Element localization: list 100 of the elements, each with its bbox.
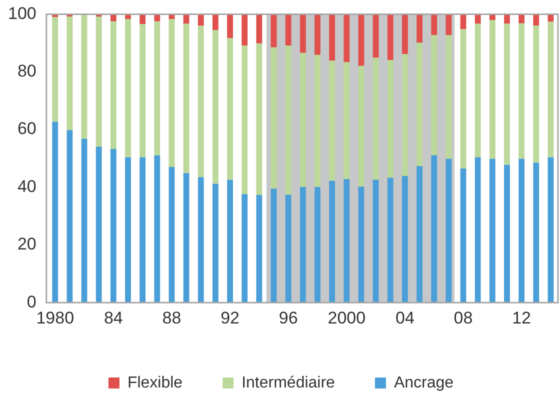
bar: [314, 186, 320, 303]
bar: [270, 188, 277, 303]
bar: [300, 14, 306, 53]
x-tick-label: 88: [162, 308, 182, 328]
bar: [66, 130, 73, 303]
bar: [198, 26, 204, 178]
bar: [504, 14, 510, 24]
bar: [344, 14, 350, 62]
bar: [533, 14, 540, 26]
bar: [504, 164, 510, 303]
bar: [154, 14, 160, 22]
bar: [431, 34, 438, 156]
bar: [140, 157, 146, 303]
bar: [329, 60, 336, 181]
bar: [344, 179, 350, 303]
bar: [533, 25, 540, 163]
bar: [431, 155, 438, 303]
bar: [474, 157, 481, 303]
bar: [431, 14, 438, 35]
bar: [270, 14, 277, 48]
bar: [96, 16, 102, 147]
bar: [242, 194, 248, 303]
y-tick-label: 80: [17, 62, 36, 81]
bar: [329, 180, 336, 303]
bar: [300, 52, 306, 187]
bar: [154, 21, 160, 156]
bar: [81, 138, 88, 303]
bar: [402, 54, 408, 176]
legend-label: Intermédiaire: [242, 374, 336, 392]
bar: [416, 166, 422, 303]
bar: [344, 62, 350, 180]
bar: [518, 14, 525, 24]
bar: [358, 66, 364, 187]
bar: [533, 162, 540, 303]
bar: [548, 22, 554, 158]
bar: [300, 186, 306, 303]
bar: [96, 146, 102, 303]
bar: [227, 180, 233, 303]
bar: [504, 24, 510, 165]
bar: [154, 155, 160, 303]
y-tick-label: 100: [8, 4, 36, 23]
bar: [212, 30, 218, 184]
bar: [358, 186, 364, 303]
bar: [460, 29, 466, 168]
bar: [256, 43, 262, 196]
bar: [518, 23, 525, 159]
bar: [387, 14, 394, 60]
bar: [52, 122, 58, 303]
bar: [548, 157, 554, 303]
x-tick-label: 08: [454, 308, 473, 328]
y-tick-label: 40: [17, 176, 36, 196]
bar: [416, 42, 422, 166]
bar: [387, 60, 394, 178]
bar: [372, 58, 379, 180]
bar: [212, 14, 218, 30]
bar: [212, 184, 218, 303]
bar: [372, 14, 379, 58]
bar: [242, 46, 248, 194]
bar: [81, 14, 88, 139]
y-tick-label: 60: [17, 119, 36, 138]
x-tick-label: 84: [104, 308, 123, 328]
bar: [402, 14, 408, 54]
bar: [285, 14, 292, 46]
bar: [183, 173, 190, 303]
bar: [474, 24, 481, 158]
y-tick-label: 20: [17, 234, 36, 254]
bar: [460, 168, 466, 303]
x-tick-label: 04: [395, 308, 414, 328]
bar: [52, 17, 58, 122]
bar: [183, 14, 190, 24]
bar: [329, 14, 336, 61]
x-tick-label: 92: [220, 308, 240, 328]
bar: [314, 14, 320, 55]
bar: [183, 24, 190, 174]
bar: [110, 14, 116, 22]
bar: [140, 24, 146, 158]
bar: [314, 54, 320, 187]
x-tick-label: 2000: [328, 308, 366, 328]
bar: [227, 38, 233, 180]
bar: [168, 167, 175, 303]
bar: [168, 19, 175, 168]
x-tick-label: 12: [512, 308, 532, 328]
legend-label: Ancrage: [394, 374, 454, 392]
bar: [140, 14, 146, 24]
bar: [489, 158, 496, 303]
bar: [66, 16, 73, 130]
bar: [256, 195, 262, 303]
bar: [125, 19, 131, 158]
bar: [518, 158, 525, 303]
bar: [270, 47, 277, 189]
x-tick-label: 1980: [36, 308, 74, 328]
bar: [474, 14, 481, 24]
bar: [358, 14, 364, 66]
bar: [242, 14, 248, 46]
bar: [446, 14, 452, 35]
bar: [198, 177, 204, 303]
bar: [125, 157, 131, 303]
bar: [285, 194, 292, 303]
bar: [285, 46, 292, 195]
legend-label: Flexible: [127, 374, 183, 392]
